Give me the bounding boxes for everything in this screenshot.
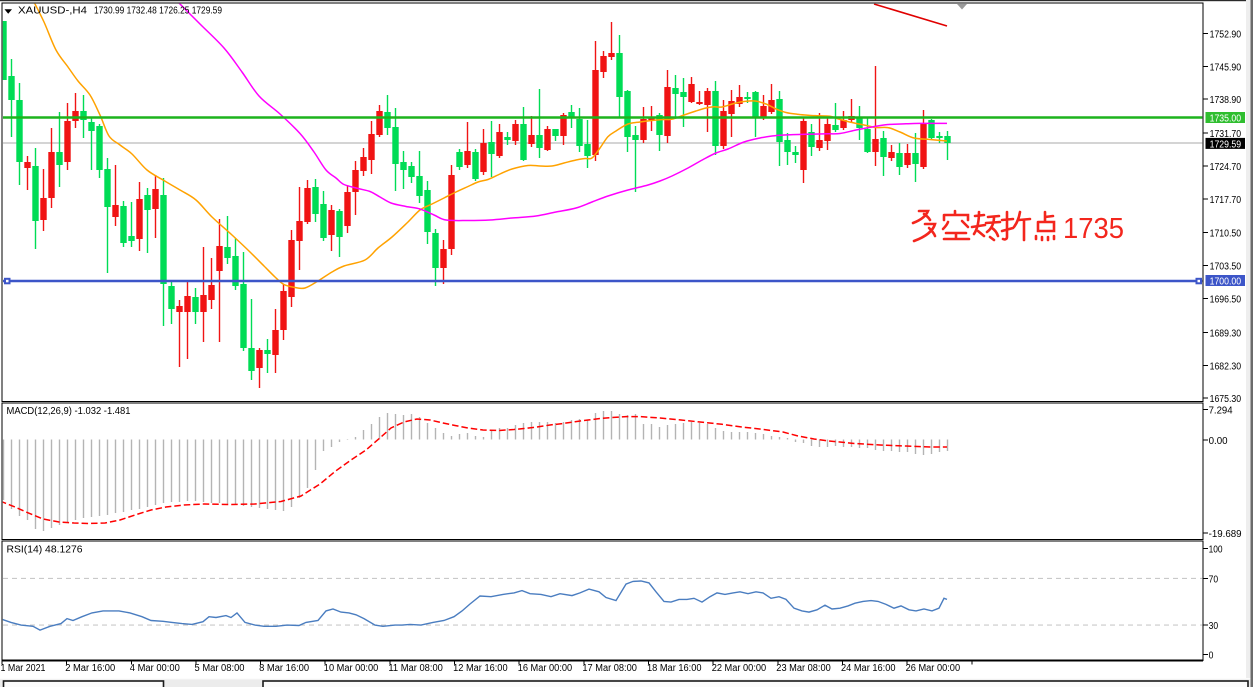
svg-text:1675.30: 1675.30	[1210, 394, 1242, 405]
svg-text:RSI(14) 48.1276: RSI(14) 48.1276	[7, 545, 84, 556]
svg-text:8 Mar 16:00: 8 Mar 16:00	[259, 663, 310, 674]
svg-text:16 Mar 00:00: 16 Mar 00:00	[518, 663, 573, 674]
svg-text:1682.30: 1682.30	[1210, 361, 1242, 372]
svg-text:1738.90: 1738.90	[1210, 95, 1242, 106]
svg-text:1752.90: 1752.90	[1210, 29, 1242, 40]
svg-text:2 Mar 16:00: 2 Mar 16:00	[65, 663, 116, 674]
svg-text:MACD(12,26,9) -1.032 -1.481: MACD(12,26,9) -1.032 -1.481	[7, 406, 131, 417]
svg-text:1729.59: 1729.59	[1210, 139, 1242, 150]
svg-text:1735.00: 1735.00	[1210, 114, 1242, 125]
svg-text:11 Mar 08:00: 11 Mar 08:00	[388, 663, 443, 674]
svg-text:1696.50: 1696.50	[1210, 295, 1242, 306]
svg-text:1689.30: 1689.30	[1210, 328, 1242, 339]
svg-text:18 Mar 16:00: 18 Mar 16:00	[647, 663, 702, 674]
svg-text:1710.50: 1710.50	[1210, 229, 1242, 240]
svg-text:22 Mar 00:00: 22 Mar 00:00	[712, 663, 767, 674]
svg-text:4 Mar 00:00: 4 Mar 00:00	[130, 663, 181, 674]
svg-text:1731.70: 1731.70	[1210, 129, 1242, 140]
svg-text:1724.70: 1724.70	[1210, 162, 1242, 173]
svg-text:70: 70	[1209, 574, 1219, 585]
svg-text:1730.99 1732.48 1726.25 1729.5: 1730.99 1732.48 1726.25 1729.59	[94, 6, 222, 17]
svg-text:-19.689: -19.689	[1209, 529, 1242, 540]
svg-text:0: 0	[1209, 651, 1214, 662]
svg-text:12 Mar 16:00: 12 Mar 16:00	[453, 663, 508, 674]
svg-text:5 Mar 08:00: 5 Mar 08:00	[195, 663, 246, 674]
svg-text:17 Mar 08:00: 17 Mar 08:00	[582, 663, 637, 674]
svg-text:1703.50: 1703.50	[1210, 262, 1242, 273]
svg-text:1700.00: 1700.00	[1210, 277, 1242, 288]
svg-text:30: 30	[1209, 621, 1219, 632]
svg-text:23 Mar 08:00: 23 Mar 08:00	[776, 663, 831, 674]
svg-text:7.294: 7.294	[1209, 406, 1234, 417]
svg-text:26 Mar 00:00: 26 Mar 00:00	[906, 663, 961, 674]
svg-text:100: 100	[1209, 545, 1223, 556]
svg-text:XAUUSD-,H4: XAUUSD-,H4	[18, 6, 88, 17]
svg-text:1 Mar 2021: 1 Mar 2021	[1, 663, 46, 674]
svg-text:10 Mar 00:00: 10 Mar 00:00	[324, 663, 379, 674]
svg-text:0.00: 0.00	[1209, 436, 1229, 447]
svg-text:1745.90: 1745.90	[1210, 62, 1242, 73]
svg-text:24 Mar 16:00: 24 Mar 16:00	[841, 663, 896, 674]
svg-text:1717.70: 1717.70	[1210, 195, 1242, 206]
svg-text:1735: 1735	[1063, 213, 1124, 245]
